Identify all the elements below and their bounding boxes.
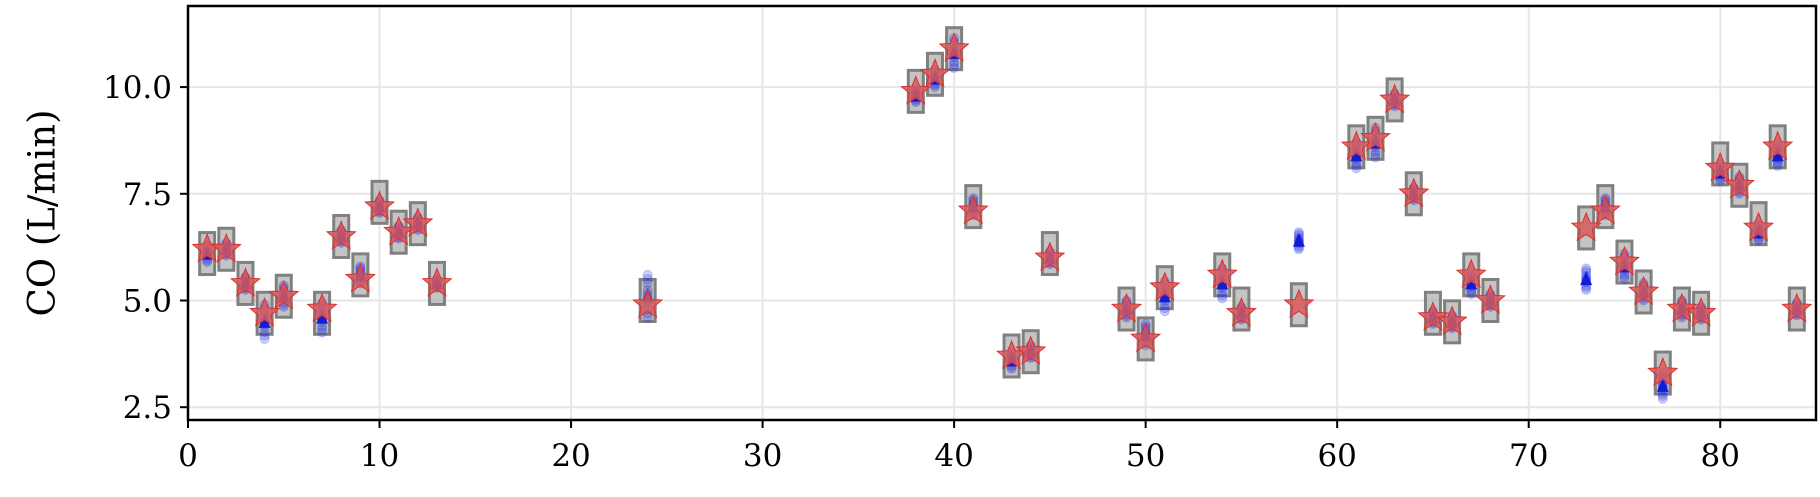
star-marker <box>632 288 664 319</box>
x-tick-label: 0 <box>178 438 198 474</box>
grid <box>187 6 1816 420</box>
star-marker <box>1666 292 1698 323</box>
mean-marker <box>316 309 329 324</box>
sample-point <box>949 62 960 73</box>
mean-marker <box>1656 377 1669 392</box>
star-marker <box>383 215 415 246</box>
sample-point <box>642 274 653 285</box>
sample-point <box>317 327 328 338</box>
star-marker <box>1474 284 1507 314</box>
mean-marker <box>1465 275 1478 290</box>
sample-point <box>259 333 270 344</box>
reference-series <box>191 32 1813 387</box>
mean-marker <box>1292 232 1305 247</box>
sample-point <box>642 278 653 289</box>
star-marker <box>306 292 338 323</box>
sample-point <box>1159 306 1170 317</box>
mean-marker <box>1771 147 1784 162</box>
star-marker <box>1742 211 1775 242</box>
x-tick-label: 40 <box>934 438 973 474</box>
star-marker <box>1034 241 1066 272</box>
star-marker <box>229 267 262 297</box>
sample-point <box>1370 152 1381 163</box>
star-marker <box>1608 245 1640 276</box>
x-tick-label: 70 <box>1509 438 1548 474</box>
y-axis-label: CO (L/min) <box>21 109 64 316</box>
mean-marker <box>1580 271 1593 286</box>
star-marker <box>1149 271 1181 301</box>
star-marker <box>1340 130 1372 161</box>
star-marker <box>1206 258 1238 289</box>
star-marker <box>364 190 396 220</box>
sample-point <box>1619 271 1630 282</box>
sample-point <box>1657 393 1668 404</box>
star-marker <box>1647 356 1679 387</box>
star-marker <box>1455 258 1487 289</box>
star-marker <box>1130 322 1162 353</box>
sample-point <box>642 312 653 323</box>
star-marker <box>1283 288 1315 319</box>
star-marker <box>421 267 453 297</box>
y-tick-label: 2.5 <box>123 390 172 426</box>
x-tick-label: 30 <box>743 438 782 474</box>
mean-marker <box>1350 147 1363 162</box>
star-marker <box>1417 301 1449 331</box>
sample-point <box>1217 293 1228 304</box>
star-marker <box>1685 296 1717 327</box>
box-series <box>198 26 1806 396</box>
star-marker <box>1225 296 1258 327</box>
mean-marker <box>258 313 271 328</box>
star-marker <box>325 220 357 250</box>
star-marker <box>1359 121 1392 152</box>
star-marker <box>1723 168 1756 199</box>
sample-point <box>949 59 960 70</box>
sample-point <box>1370 149 1381 160</box>
sample-point <box>1619 274 1630 285</box>
star-marker <box>957 194 989 225</box>
star-marker <box>344 262 376 293</box>
sample-point <box>1159 303 1170 314</box>
star-marker <box>1015 335 1047 365</box>
sample-point <box>1217 290 1228 301</box>
x-tick-label: 50 <box>1126 438 1165 474</box>
sample-series <box>201 33 1803 404</box>
y-tick-label: 5.0 <box>123 283 172 319</box>
x-tick-label: 20 <box>551 438 590 474</box>
sample-point <box>1581 284 1592 295</box>
star-marker <box>1781 292 1813 323</box>
sample-point <box>1351 160 1362 171</box>
star-marker <box>1398 177 1430 208</box>
sample-point <box>259 330 270 341</box>
y-tick-label: 10.0 <box>103 70 172 106</box>
sample-point <box>317 324 328 335</box>
mean-marker <box>1216 275 1229 290</box>
star-marker <box>1110 292 1143 323</box>
x-tick-label: 60 <box>1317 438 1356 474</box>
plot-frame <box>186 4 1818 422</box>
sample-point <box>1657 391 1668 402</box>
star-marker <box>1628 275 1660 306</box>
star-marker <box>210 232 242 263</box>
star-marker <box>1379 83 1411 114</box>
star-marker <box>268 279 300 310</box>
sample-point <box>642 269 653 280</box>
sample-point <box>1351 163 1362 174</box>
axis-ticks: 0 10 20 30 40 50 60 70 80 2.5 5.0 7.5 10.0 <box>103 70 1740 474</box>
star-marker <box>1589 194 1621 225</box>
star-marker <box>919 57 951 88</box>
mean-marker <box>1158 288 1171 303</box>
x-tick-label: 10 <box>360 438 399 474</box>
star-marker <box>1704 151 1736 182</box>
star-marker <box>1436 305 1468 336</box>
y-tick-label: 7.5 <box>123 177 172 213</box>
star-marker <box>402 207 434 237</box>
x-tick-label: 80 <box>1701 438 1740 474</box>
sample-point <box>1466 289 1477 300</box>
star-marker <box>938 32 970 62</box>
sample-point <box>1772 161 1783 172</box>
star-marker <box>1762 130 1794 161</box>
